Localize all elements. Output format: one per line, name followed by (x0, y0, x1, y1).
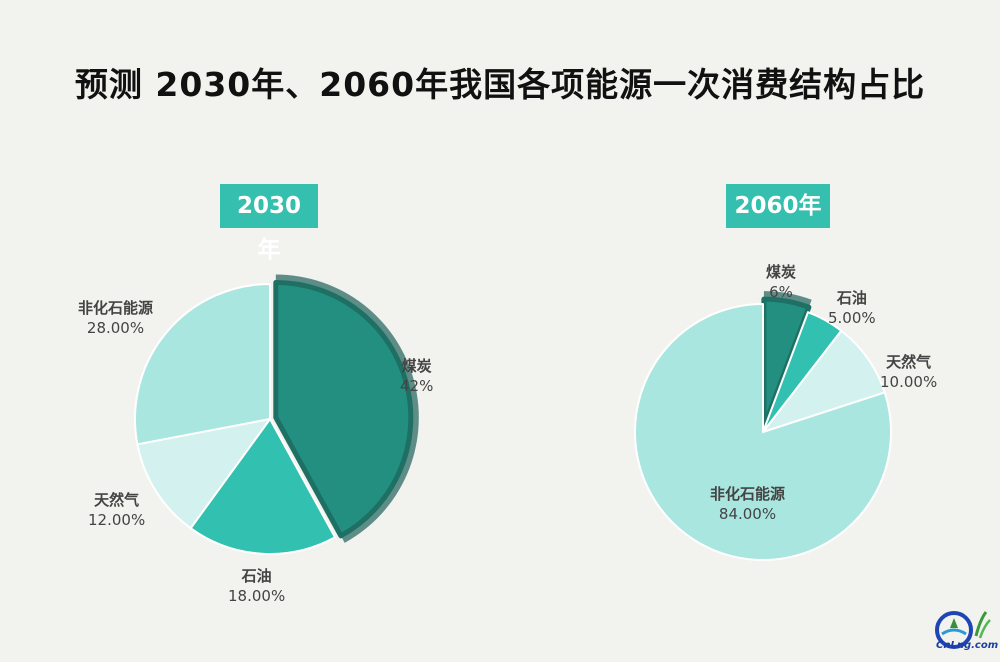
pie1-slice-1 (189, 418, 337, 555)
logo-text: CnLng.com (936, 640, 999, 651)
label-2060-oil: 石油 5.00% (828, 289, 876, 327)
label-2060-gas: 天然气 10.00% (880, 353, 938, 391)
pie2-slice-2 (762, 329, 886, 433)
label-2060-coal: 煤炭 6% (766, 263, 797, 301)
label-2030-oil: 石油 18.00% (228, 567, 286, 605)
label-2060-nonfossil: 非化石能源 84.00% (710, 485, 786, 523)
pie1-slice-2 (136, 418, 271, 530)
label-2030-nonfossil: 非化石能源 28.00% (78, 299, 154, 337)
label-2030-coal: 煤炭 42% (400, 357, 434, 395)
cnlng-logo (935, 611, 991, 649)
pie1-slice-0 (273, 280, 414, 539)
pie2-slice-3 (634, 303, 892, 561)
badge-2060: 2060年 (726, 184, 830, 228)
pie1-slice-3 (134, 283, 271, 446)
pie2-slice-0 (761, 296, 812, 430)
label-2030-gas: 天然气 12.00% (88, 491, 146, 529)
badge-2030: 2030年 (220, 184, 318, 263)
chart-title: 预测 2030年、2060年我国各项能源一次消费结构占比 (74, 65, 926, 104)
